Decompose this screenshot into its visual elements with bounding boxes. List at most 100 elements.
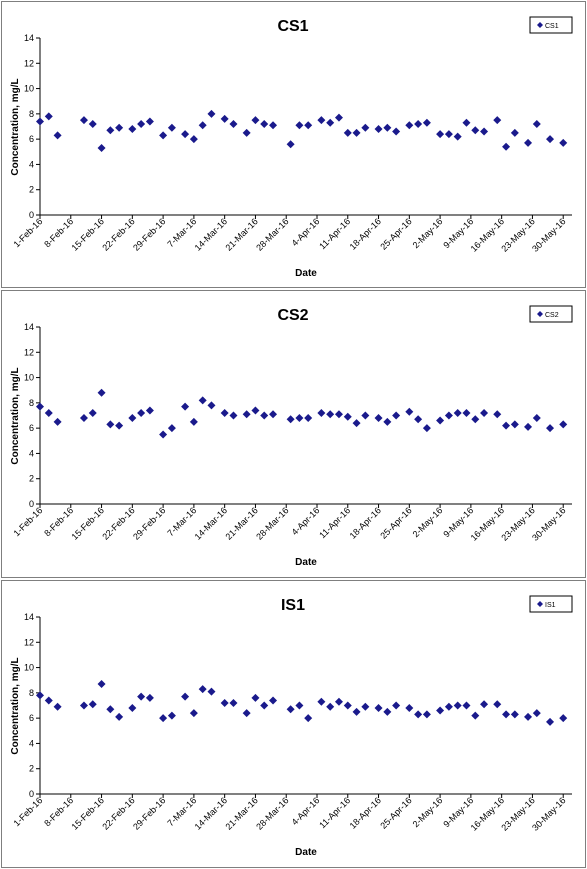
- data-point: [532, 709, 541, 718]
- y-tick-label: 4: [29, 448, 34, 458]
- data-point: [352, 128, 361, 137]
- x-tick-label: 15-Feb-16: [70, 795, 106, 831]
- data-point: [334, 113, 343, 122]
- y-axis-label: Concentration, mg/L: [10, 367, 21, 464]
- x-tick-label: 11-Apr-16: [317, 505, 352, 540]
- x-tick-label: 29-Feb-16: [131, 216, 167, 252]
- data-point: [422, 710, 431, 719]
- data-point: [392, 411, 401, 420]
- data-point: [361, 123, 370, 132]
- chart-panel-is1: IS1 0 2 4 6 8 10 12 14 1-Feb-16 8-Feb-16 15-Feb-16 2…: [1, 580, 586, 868]
- data-point: [207, 401, 216, 410]
- legend-marker: [537, 311, 543, 317]
- data-point: [405, 121, 414, 130]
- data-point: [167, 424, 176, 433]
- legend-marker: [537, 601, 543, 607]
- data-point: [79, 701, 88, 710]
- data-point: [493, 700, 502, 709]
- data-point: [453, 132, 462, 141]
- data-point: [559, 138, 568, 147]
- data-point: [326, 118, 335, 127]
- data-point: [361, 411, 370, 420]
- data-point: [471, 126, 480, 135]
- data-point: [334, 410, 343, 419]
- legend-box: [529, 305, 573, 323]
- data-point: [189, 417, 198, 426]
- data-point: [326, 410, 335, 419]
- data-point: [462, 701, 471, 710]
- data-point: [436, 706, 445, 715]
- chart-cs1: CS1024681012141-Feb-168-Feb-1615-Feb-162…: [10, 16, 573, 279]
- data-point: [44, 408, 53, 417]
- data-point: [480, 127, 489, 136]
- data-point: [269, 121, 278, 130]
- data-point: [251, 693, 260, 702]
- data-point: [414, 415, 423, 424]
- data-point: [436, 416, 445, 425]
- y-tick-label: 2: [29, 185, 34, 195]
- legend-label: CS1: [545, 23, 559, 30]
- data-point: [480, 408, 489, 417]
- data-point: [524, 422, 533, 431]
- data-point: [88, 700, 97, 709]
- data-point: [229, 698, 238, 707]
- data-point: [502, 710, 511, 719]
- y-tick-label: 12: [24, 347, 34, 357]
- data-point: [260, 119, 269, 128]
- y-tick-label: 14: [24, 33, 34, 43]
- x-axis-label: Date: [295, 268, 317, 279]
- y-tick-label: 0: [29, 499, 34, 509]
- chart-title: IS1: [281, 597, 305, 614]
- data-point: [436, 130, 445, 139]
- data-point: [352, 707, 361, 716]
- data-point: [383, 417, 392, 426]
- data-point: [145, 117, 154, 126]
- data-point: [462, 408, 471, 417]
- data-point: [352, 419, 361, 428]
- data-point: [137, 119, 146, 128]
- data-point: [317, 408, 326, 417]
- x-tick-label: 25-Apr-16: [378, 216, 413, 251]
- y-axis-label: Concentration, mg/L: [10, 657, 21, 754]
- data-point: [422, 118, 431, 127]
- data-point: [453, 701, 462, 710]
- data-point: [137, 692, 146, 701]
- data-point: [220, 114, 229, 123]
- data-point: [79, 414, 88, 423]
- y-tick-label: 12: [24, 58, 34, 68]
- data-point: [343, 701, 352, 710]
- data-point: [510, 710, 519, 719]
- chart-cs2: CS2024681012141-Feb-168-Feb-1615-Feb-162…: [10, 305, 573, 568]
- data-point: [36, 402, 44, 411]
- data-point: [269, 696, 278, 705]
- data-point: [405, 407, 414, 416]
- data-point: [414, 710, 423, 719]
- data-point: [44, 112, 53, 121]
- data-point: [532, 414, 541, 423]
- data-point: [295, 701, 304, 710]
- x-tick-label: 28-Mar-16: [254, 505, 290, 541]
- data-point: [145, 406, 154, 415]
- legend: CS2: [529, 305, 573, 323]
- y-tick-label: 8: [29, 688, 34, 698]
- data-point: [159, 430, 168, 439]
- chart-title: CS1: [277, 18, 308, 35]
- x-tick-label: 21-Mar-16: [223, 795, 259, 831]
- x-tick-label: 15-Feb-16: [70, 505, 106, 541]
- data-point: [128, 414, 137, 423]
- data-point: [374, 414, 383, 423]
- data-point: [392, 127, 401, 136]
- data-point: [229, 119, 238, 128]
- data-point: [88, 408, 97, 417]
- data-point: [167, 123, 176, 132]
- x-tick-label: 1-Feb-16: [12, 505, 45, 538]
- x-tick-label: 28-Mar-16: [254, 216, 290, 252]
- data-point: [304, 121, 313, 130]
- data-point: [480, 700, 489, 709]
- data-point: [546, 424, 555, 433]
- data-point: [559, 714, 568, 723]
- chart-title: CS2: [277, 307, 308, 324]
- data-point: [181, 130, 190, 139]
- x-tick-label: 30-May-16: [530, 795, 567, 832]
- x-tick-label: 14-Mar-16: [193, 505, 229, 541]
